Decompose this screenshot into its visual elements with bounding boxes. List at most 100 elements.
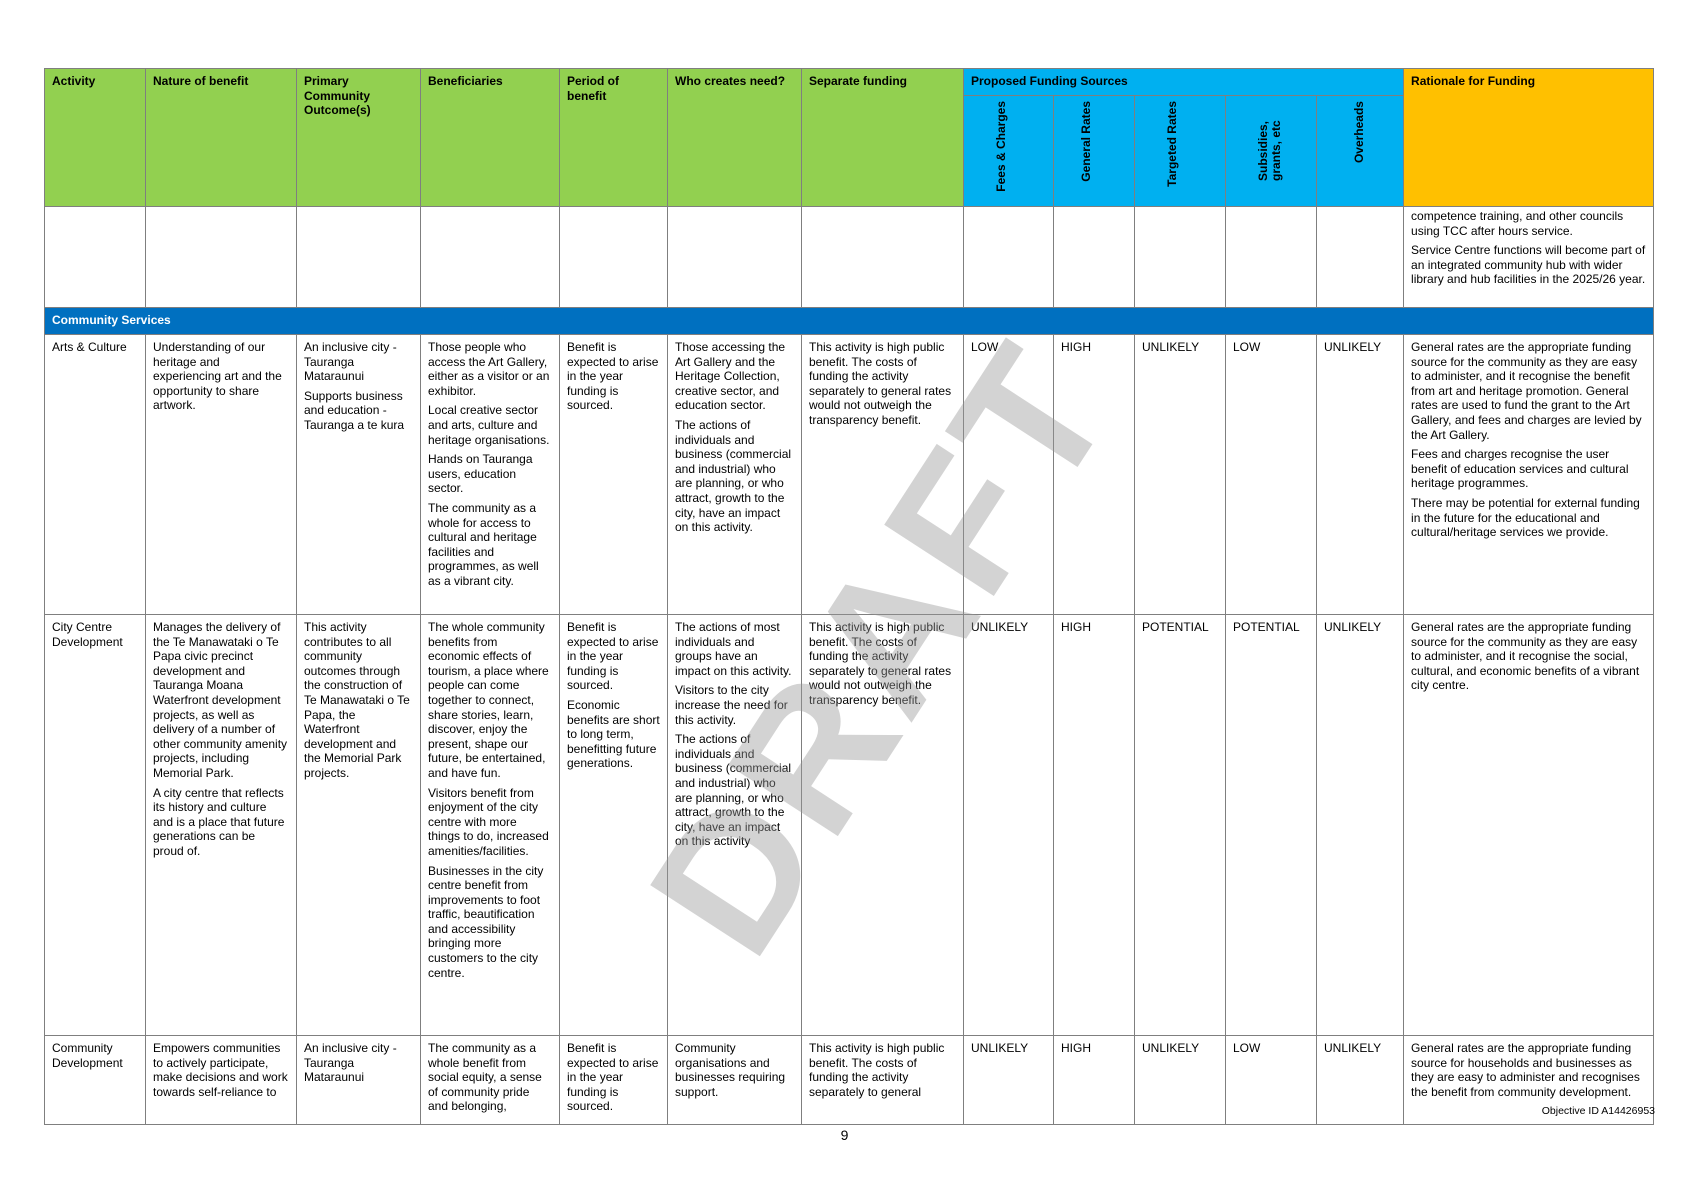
cell-paragraph: The actions of individuals and business … [675, 732, 792, 849]
header-general-rates: General Rates [1053, 95, 1135, 207]
cell-paragraph: General rates are the appropriate fundin… [1411, 340, 1642, 442]
continued-row: competence training, and other councils … [44, 206, 1655, 308]
header-overheads: Overheads [1315, 95, 1405, 207]
nature-cell: Understanding of our heritage and experi… [145, 334, 297, 615]
cell-paragraph: The community as a whole for access to c… [428, 500, 539, 588]
table-row: City Centre Development Manages the deli… [44, 614, 1655, 1036]
header-separate-funding: Separate funding [801, 68, 964, 207]
cell-paragraph: General rates are the appropriate fundin… [1411, 1041, 1640, 1099]
cell-paragraph: Hands on Tauranga users, education secto… [428, 452, 533, 496]
fees-value: UNLIKELY [963, 1035, 1054, 1125]
overheads-value: UNLIKELY [1315, 334, 1405, 615]
header-fees-charges: Fees & Charges [963, 95, 1054, 207]
rationale-cell: General rates are the appropriate fundin… [1403, 334, 1655, 615]
separate-funding-cell: This activity is high public benefit. Th… [801, 334, 964, 615]
objective-id: Objective ID A14426953 [1541, 1105, 1655, 1117]
targeted-rates-value: UNLIKELY [1134, 1035, 1226, 1125]
general-rates-value: HIGH [1053, 1035, 1135, 1125]
cell-paragraph: An inclusive city - Tauranga Mataraunui [304, 1041, 397, 1085]
cell-paragraph: Manages the delivery of the Te Manawatak… [153, 620, 288, 780]
who-cell: Community organisations and businesses r… [667, 1035, 802, 1125]
cell-paragraph: Businesses in the city centre benefit fr… [428, 863, 544, 980]
cell-paragraph: Benefit is expected to arise in the year… [567, 1041, 659, 1114]
cell-paragraph: There may be potential for external fund… [1411, 495, 1640, 540]
cell-paragraph: Fees and charges recognise the user bene… [1411, 447, 1629, 491]
cell-paragraph: Community organisations and businesses r… [675, 1041, 786, 1099]
who-cell: Those accessing the Art Gallery and the … [667, 334, 802, 615]
cell-paragraph: Visitors to the city increase the need f… [675, 683, 788, 727]
rationale-cell: General rates are the appropriate fundin… [1403, 1035, 1655, 1125]
beneficiaries-cell: The community as a whole benefit from so… [420, 1035, 560, 1125]
cell-paragraph: Understanding of our heritage and experi… [153, 340, 282, 413]
cell-paragraph: This activity is high public benefit. Th… [809, 620, 952, 707]
section-title: Community Services [43, 307, 1655, 335]
beneficiaries-cell: The whole community benefits from econom… [420, 614, 560, 1036]
header-rationale: Rationale for Funding [1403, 68, 1655, 207]
header-community-outcomes: Primary Community Outcome(s) [296, 68, 421, 207]
header-subsidies: Subsidies, grants, etc [1225, 95, 1317, 207]
cell-paragraph: This activity is high public benefit. Th… [809, 340, 952, 427]
header-period-of-benefit: Period of benefit [559, 68, 668, 207]
nature-cell: Manages the delivery of the Te Manawatak… [145, 614, 297, 1036]
separate-funding-cell: This activity is high public benefit. Th… [801, 1035, 964, 1125]
subsidies-value: LOW [1225, 334, 1317, 615]
subsidies-label: Subsidies, grants, etc [1256, 120, 1283, 182]
cell-paragraph: The whole community benefits from econom… [428, 620, 549, 780]
cell-paragraph: The community as a whole benefit from so… [428, 1041, 542, 1114]
cell-paragraph: Empowers communities to actively partici… [153, 1041, 288, 1099]
beneficiaries-cell: Those people who access the Art Gallery,… [420, 334, 560, 615]
header-beneficiaries: Beneficiaries [420, 68, 560, 207]
general-rates-label: General Rates [1079, 101, 1093, 182]
continued-rationale: competence training, and other councils … [1403, 206, 1655, 308]
rationale-paragraph: competence training, and other councils … [1411, 209, 1624, 238]
cell-paragraph: Economic benefits are short to long term… [567, 697, 660, 771]
fees-charges-label: Fees & Charges [993, 101, 1008, 192]
targeted-rates-value: UNLIKELY [1134, 334, 1226, 615]
overheads-label: Overheads [1352, 101, 1367, 164]
cell-paragraph: The actions of individuals and business … [675, 417, 792, 535]
outcomes-cell: An inclusive city - Tauranga Mataraunui [296, 1035, 421, 1125]
nature-cell: Empowers communities to actively partici… [145, 1035, 297, 1125]
header-nature-of-benefit: Nature of benefit [145, 68, 297, 207]
header-who-creates-need: Who creates need? [667, 68, 802, 207]
activity-cell: Community Development [44, 1035, 146, 1125]
who-cell: The actions of most individuals and grou… [667, 614, 802, 1036]
cell-paragraph: This activity contributes to all communi… [304, 620, 410, 780]
cell-paragraph: General rates are the appropriate fundin… [1411, 620, 1640, 693]
cell-paragraph: This activity is high public benefit. Th… [809, 1041, 945, 1099]
header-funding-sources: Proposed Funding Sources [962, 68, 1405, 96]
fees-value: LOW [963, 334, 1054, 615]
rationale-cell: General rates are the appropriate fundin… [1403, 614, 1655, 1036]
table-row: Community Development Empowers communiti… [44, 1035, 1655, 1125]
targeted-rates-label: Targeted Rates [1165, 101, 1179, 187]
general-rates-value: HIGH [1053, 614, 1135, 1036]
outcomes-cell: An inclusive city - Tauranga Mataraunui … [296, 334, 421, 615]
cell-paragraph: The actions of most individuals and grou… [675, 620, 792, 678]
activity-cell: City Centre Development [44, 614, 146, 1036]
cell-paragraph: Those people who access the Art Gallery,… [428, 340, 550, 398]
overheads-value: UNLIKELY [1315, 614, 1405, 1036]
table-row: Arts & Culture Understanding of our heri… [44, 334, 1655, 615]
cell-paragraph: Benefit is expected to arise in the year… [567, 340, 659, 413]
general-rates-value: HIGH [1053, 334, 1135, 615]
cell-paragraph: An inclusive city - Tauranga Mataraunui [304, 340, 397, 384]
outcomes-cell: This activity contributes to all communi… [296, 614, 421, 1036]
period-cell: Benefit is expected to arise in the year… [559, 614, 668, 1036]
page-number: 9 [840, 1127, 849, 1143]
activity-cell: Arts & Culture [44, 334, 146, 615]
overheads-value: UNLIKELY [1315, 1035, 1405, 1125]
fees-value: UNLIKELY [963, 614, 1054, 1036]
funding-table: Activity Nature of benefit Primary Commu… [43, 68, 1655, 1125]
section-row: Community Services [43, 307, 1655, 335]
period-cell: Benefit is expected to arise in the year… [559, 334, 668, 615]
header-activity: Activity [44, 68, 146, 207]
cell-paragraph: Those accessing the Art Gallery and the … [675, 340, 786, 413]
targeted-rates-value: POTENTIAL [1134, 614, 1226, 1036]
cell-paragraph: Benefit is expected to arise in the year… [567, 620, 659, 693]
cell-paragraph: Supports business and education - Tauran… [304, 388, 405, 432]
rationale-paragraph: Service Centre functions will become par… [1411, 243, 1646, 287]
cell-paragraph: Visitors benefit from enjoyment of the c… [428, 785, 549, 858]
period-cell: Benefit is expected to arise in the year… [559, 1035, 668, 1125]
header-targeted-rates: Targeted Rates [1134, 95, 1226, 207]
separate-funding-cell: This activity is high public benefit. Th… [801, 614, 964, 1036]
